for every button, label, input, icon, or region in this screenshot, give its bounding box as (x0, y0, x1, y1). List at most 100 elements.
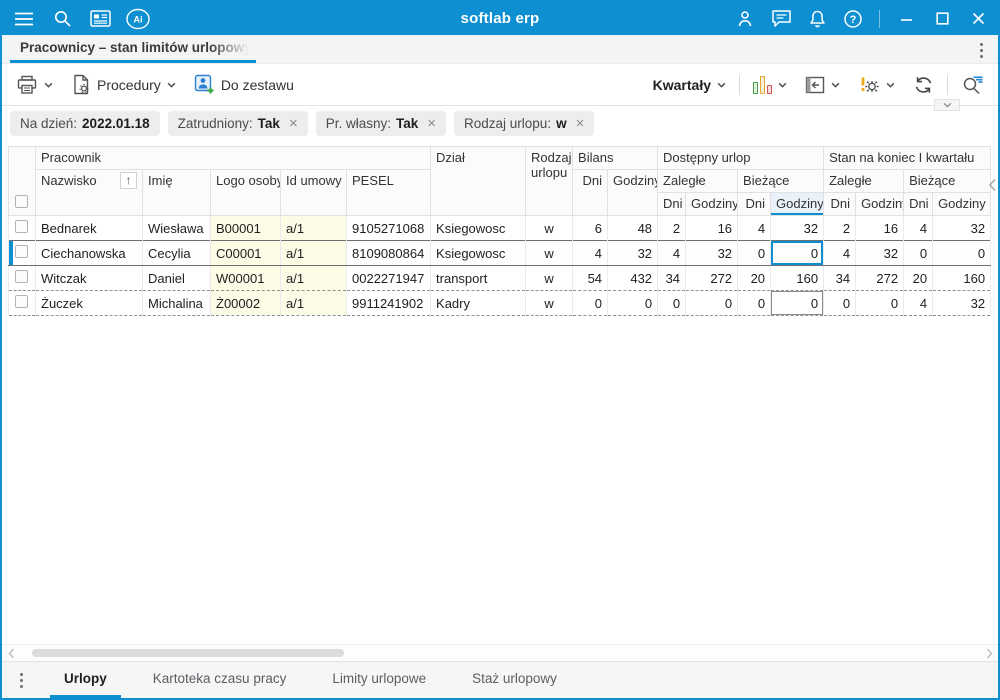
cell-bilans-dni[interactable]: 0 (572, 290, 609, 316)
cell-stan-zal-godziny[interactable]: 32 (855, 240, 905, 266)
row-checkbox[interactable] (15, 295, 28, 308)
cell-logo-osoby[interactable]: W00001 (210, 265, 281, 291)
cell-logo-osoby[interactable]: C00001 (210, 240, 281, 266)
cell-stan-zal-dni[interactable]: 4 (823, 240, 857, 266)
scroll-right-icon[interactable] (982, 647, 996, 660)
news-button[interactable] (84, 5, 116, 33)
cell-dost-zal-dni[interactable]: 4 (657, 240, 687, 266)
cell-rodzaj-urlopu[interactable]: w (525, 290, 574, 316)
column-header-stan-zal-dni[interactable]: Dni (823, 192, 857, 216)
row-checkbox[interactable] (15, 245, 28, 258)
chart-view-button[interactable] (749, 71, 791, 98)
column-header-pesel[interactable]: PESEL (345, 169, 432, 216)
cell-dost-biez-godziny[interactable]: 32 (770, 215, 825, 241)
cell-dzial[interactable]: Kadry (430, 290, 527, 316)
cell-bilans-dni[interactable]: 6 (572, 215, 609, 241)
bottom-tabs-menu[interactable] (10, 662, 32, 698)
global-search-button[interactable] (46, 5, 78, 33)
maximize-button[interactable] (926, 5, 958, 33)
tab-urlopy[interactable]: Urlopy (50, 662, 121, 698)
column-header-dost-zal-godziny[interactable]: Godziny (685, 192, 739, 216)
cell-bilans-godziny[interactable]: 48 (607, 215, 659, 241)
refresh-button[interactable] (909, 71, 938, 99)
cell-rodzaj-urlopu[interactable]: w (525, 265, 574, 291)
cell-dost-biez-godziny[interactable]: 160 (770, 265, 825, 291)
cell-imie[interactable]: Wiesława (142, 215, 211, 241)
notifications-button[interactable] (801, 5, 833, 33)
cell-pesel[interactable]: 8109080864 (345, 240, 432, 266)
chip-close-icon[interactable]: × (427, 114, 437, 132)
column-header-bilans-godziny[interactable]: Godziny (607, 169, 659, 216)
table-row-focused[interactable]: Żuczek Michalina Ż00002 a/1 9911241902 K… (8, 290, 992, 316)
group-header-dostepny-biezace[interactable]: Bieżące (737, 169, 825, 193)
cell-dost-biez-dni[interactable]: 4 (737, 215, 772, 241)
cell-stan-biez-dni[interactable]: 0 (903, 240, 934, 266)
sort-asc-icon[interactable]: ↑ (120, 172, 137, 189)
cell-dost-zal-godziny[interactable]: 16 (685, 215, 739, 241)
cell-bilans-dni[interactable]: 4 (572, 240, 609, 266)
print-button[interactable] (12, 71, 57, 99)
cell-stan-zal-dni[interactable]: 2 (823, 215, 857, 241)
column-header-id-umowy[interactable]: Id umowy (280, 169, 347, 216)
tabstrip-overflow-menu[interactable] (970, 38, 992, 62)
cell-dost-zal-godziny[interactable]: 0 (685, 290, 739, 316)
column-header-rodzaj-urlopu[interactable]: Rodzaj urlopu (525, 146, 574, 216)
cell-dzial[interactable]: transport (430, 265, 527, 291)
tab-kartoteka-czasu-pracy[interactable]: Kartoteka czasu pracy (152, 671, 287, 686)
cell-logo-osoby[interactable]: Ż00002 (210, 290, 281, 316)
cell-stan-biez-godziny[interactable]: 32 (932, 215, 992, 241)
cell-imie[interactable]: Cecylia (142, 240, 211, 266)
table-row[interactable]: Witczak Daniel W00001 a/1 0022271947 tra… (8, 265, 992, 291)
cell-stan-zal-dni[interactable]: 34 (823, 265, 857, 291)
user-profile-button[interactable] (729, 5, 761, 33)
group-header-pracownik[interactable]: Pracownik (34, 146, 432, 170)
tab-limity-urlopowe[interactable]: Limity urlopowe (332, 671, 427, 686)
cell-dost-zal-dni[interactable]: 34 (657, 265, 687, 291)
column-header-bilans-dni[interactable]: Dni (572, 169, 609, 216)
cell-stan-zal-dni[interactable]: 0 (823, 290, 857, 316)
cell-dost-zal-godziny[interactable]: 272 (685, 265, 739, 291)
scrollbar-thumb[interactable] (32, 649, 344, 657)
cell-stan-zal-godziny[interactable]: 16 (855, 215, 905, 241)
cell-nazwisko[interactable]: Ciechanowska (35, 240, 143, 266)
close-button[interactable] (962, 5, 994, 33)
column-header-stan-zal-godziny[interactable]: Godziny (855, 192, 905, 216)
cell-nazwisko[interactable]: Bednarek (35, 215, 143, 241)
cell-dost-zal-dni[interactable]: 0 (657, 290, 687, 316)
row-checkbox[interactable] (15, 270, 28, 283)
group-header-stan-biezace[interactable]: Bieżące (903, 169, 992, 193)
tab-staz-urlopowy[interactable]: Staż urlopowy (472, 671, 557, 686)
group-header-dostepny-urlop[interactable]: Dostępny urlop (657, 146, 825, 170)
cell-dost-biez-godziny-focused[interactable]: 0 (770, 290, 825, 316)
cell-bilans-godziny[interactable]: 0 (607, 290, 659, 316)
tab-pracownicy-stan-limitow[interactable]: Pracownicy – stan limitów urlopowych (10, 35, 256, 63)
cell-id-umowy[interactable]: a/1 (280, 290, 347, 316)
cell-dost-biez-godziny-active[interactable]: 0 (770, 240, 825, 266)
cell-pesel[interactable]: 9911241902 (345, 290, 432, 316)
filter-chip-na-dzien[interactable]: Na dzień: 2022.01.18 (10, 110, 160, 136)
table-row[interactable]: Bednarek Wiesława B00001 a/1 9105271068 … (8, 215, 992, 241)
chip-close-icon[interactable]: × (575, 114, 585, 132)
period-selector[interactable]: Kwartały (649, 73, 730, 97)
cell-dost-zal-dni[interactable]: 2 (657, 215, 687, 241)
cell-bilans-godziny[interactable]: 32 (607, 240, 659, 266)
cell-rodzaj-urlopu[interactable]: w (525, 240, 574, 266)
column-header-dost-biez-godziny-selected[interactable]: Godziny (770, 192, 825, 216)
cell-id-umowy[interactable]: a/1 (280, 240, 347, 266)
messages-button[interactable] (765, 5, 797, 33)
alerts-settings-button[interactable] (854, 71, 899, 99)
cell-stan-biez-dni[interactable]: 20 (903, 265, 934, 291)
group-header-bilans[interactable]: Bilans (572, 146, 659, 170)
column-header-stan-biez-godziny[interactable]: Godziny (932, 192, 992, 216)
main-menu-button[interactable] (8, 5, 40, 33)
cell-logo-osoby[interactable]: B00001 (210, 215, 281, 241)
row-checkbox[interactable] (15, 220, 28, 233)
ai-assistant-button[interactable]: Ai (122, 5, 154, 33)
toolbar-expander[interactable] (934, 99, 960, 111)
cell-dzial[interactable]: Ksiegowosc (430, 240, 527, 266)
filter-chip-rodzaj-urlopu[interactable]: Rodzaj urlopu: w × (454, 110, 595, 136)
cell-stan-biez-godziny[interactable]: 32 (932, 290, 992, 316)
cell-pesel[interactable]: 0022271947 (345, 265, 432, 291)
select-all-checkbox[interactable] (15, 195, 28, 208)
group-header-stan-koniec[interactable]: Stan na koniec I kwartału (823, 146, 992, 170)
